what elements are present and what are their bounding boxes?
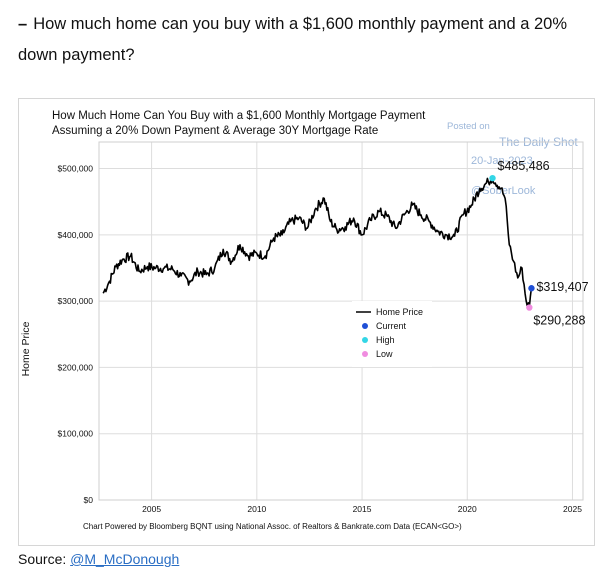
chart-frame: How Much Home Can You Buy with a $1,600 … [18, 98, 595, 546]
legend: Home Price Current High Low [352, 301, 432, 367]
legend-high: High [376, 335, 395, 345]
x-axis-ticks: 2005 2010 2015 2020 2025 [142, 504, 582, 514]
y-tick-label: $400,000 [58, 230, 94, 240]
marker-label-low: $290,288 [533, 314, 585, 328]
markers: $319,407 $485,486 $290,288 [489, 159, 589, 328]
x-tick-label: 2010 [247, 504, 266, 514]
y-tick-label: $100,000 [58, 429, 94, 439]
x-tick-label: 2020 [458, 504, 477, 514]
chart-title: How Much Home Can You Buy with a $1,600 … [52, 110, 426, 122]
chart-footer: Chart Powered by Bloomberg BQNT using Na… [83, 522, 462, 531]
chart-subtitle: Assuming a 20% Down Payment & Average 30… [52, 125, 378, 137]
legend-low: Low [376, 349, 393, 359]
y-axis-label: Home Price [20, 321, 32, 376]
y-tick-label: $500,000 [58, 164, 94, 174]
marker-high [489, 174, 496, 182]
series-line-home-price [102, 177, 533, 309]
y-tick-label: $0 [84, 495, 94, 505]
source-line: Source: @M_McDonough [18, 551, 179, 567]
plot-border [98, 141, 584, 501]
y-tick-label: $200,000 [58, 362, 94, 372]
marker-label-high: $485,486 [498, 159, 550, 173]
source-label: Source: [18, 551, 71, 567]
heading-text: How much home can you buy with a $1,600 … [18, 15, 567, 64]
x-tick-label: 2025 [563, 504, 582, 514]
heading-dash: – [18, 15, 28, 33]
source-link[interactable]: @M_McDonough [70, 551, 180, 567]
marker-low [526, 304, 533, 311]
legend-current: Current [376, 321, 407, 331]
x-tick-label: 2005 [142, 504, 161, 514]
page-heading: – How much home can you buy with a $1,600… [18, 9, 593, 71]
watermark-posted-on: Posted on [447, 121, 490, 132]
y-tick-label: $300,000 [58, 296, 94, 306]
watermark-date: 20-Jan-2023 [471, 155, 533, 167]
y-axis-ticks: $0 $100,000 $200,000 $300,000 $400,000 $500,0… [58, 164, 94, 505]
marker-current [528, 285, 535, 292]
marker-label-current: $319,407 [536, 280, 588, 294]
legend-current-swatch [362, 323, 368, 329]
legend-home-price: Home Price [376, 307, 423, 317]
home-price-chart: How Much Home Can You Buy with a $1,600 … [20, 110, 589, 531]
legend-high-swatch [362, 337, 368, 343]
watermark-brand2: @SoberLook [471, 185, 536, 197]
legend-low-swatch [362, 351, 368, 357]
x-tick-label: 2015 [353, 504, 372, 514]
